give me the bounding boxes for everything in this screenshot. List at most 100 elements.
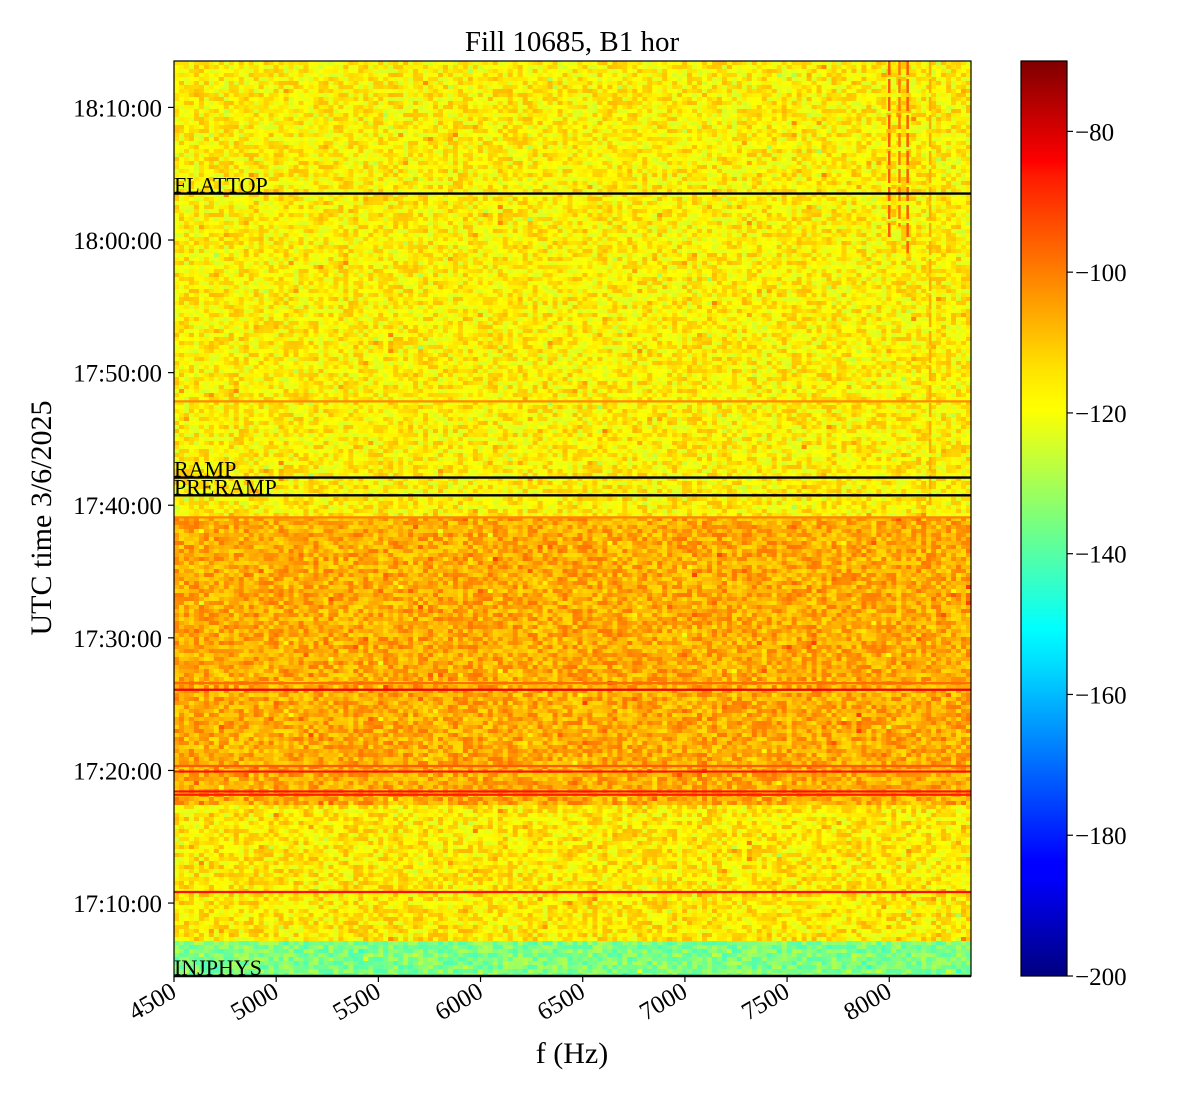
heatmap-cell [458,173,463,177]
heatmap-cell [323,181,328,185]
heatmap-cell [722,113,727,117]
heatmap-cell [956,117,961,121]
heatmap-cell [558,101,563,105]
heatmap-cell [398,81,403,85]
heatmap-cell [229,153,234,157]
heatmap-cell [946,61,951,65]
heatmap-cell [787,173,792,177]
heatmap-cell [174,137,179,141]
heatmap-cell [438,133,443,137]
heatmap-cell [827,77,832,81]
heatmap-cell [861,101,866,105]
heatmap-cell [597,85,602,89]
heatmap-cell [358,153,363,157]
heatmap-cell [767,97,772,101]
heatmap-cell [657,177,662,181]
heatmap-cell [737,101,742,105]
heatmap-cell [677,85,682,89]
heatmap-cell [234,73,239,77]
heatmap-cell [717,173,722,177]
heatmap-cell [617,141,622,145]
heatmap-cell [264,101,269,105]
heatmap-cell [174,157,179,161]
heatmap-cell [523,69,528,73]
heatmap-cell [338,117,343,121]
heatmap-cell [921,149,926,153]
heatmap-cell [941,165,946,169]
heatmap-cell [802,125,807,129]
heatmap-cell [413,69,418,73]
heatmap-cell [299,101,304,105]
heatmap-cell [802,61,807,65]
heatmap-cell [812,177,817,181]
heatmap-cell [722,61,727,65]
heatmap-cell [876,77,881,81]
heatmap-cell [637,153,642,157]
heatmap-cell [224,113,229,117]
heatmap-cell [901,177,906,181]
heatmap-cell [916,65,921,69]
heatmap-cell [503,105,508,109]
heatmap-cell [249,145,254,149]
heatmap-cell [752,85,757,89]
heatmap-cell [692,125,697,129]
heatmap-cell [612,141,617,145]
heatmap-cell [478,125,483,129]
heatmap-cell [582,101,587,105]
heatmap-cell [787,153,792,157]
heatmap-cell [752,93,757,97]
heatmap-cell [388,117,393,121]
heatmap-cell [712,101,717,105]
heatmap-cell [568,85,573,89]
heatmap-cell [219,69,224,73]
heatmap-cell [204,101,209,105]
heatmap-cell [697,133,702,137]
heatmap-cell [363,177,368,181]
heatmap-cell [488,173,493,177]
heatmap-cell [279,133,284,137]
heatmap-cell [448,141,453,145]
heatmap-cell [856,133,861,137]
heatmap-cell [568,109,573,113]
heatmap-cell [463,61,468,65]
heatmap-cell [259,105,264,109]
heatmap-cell [827,181,832,185]
heatmap-cell [627,105,632,109]
heatmap-cell [712,137,717,141]
heatmap-cell [702,61,707,65]
heatmap-cell [747,61,752,65]
heatmap-cell [961,69,966,73]
heatmap-cell [498,105,503,109]
heatmap-cell [259,97,264,101]
heatmap-cell [742,149,747,153]
heatmap-cell [304,73,309,77]
heatmap-cell [473,153,478,157]
heatmap-cell [418,177,423,181]
heatmap-cell [323,65,328,69]
heatmap-cell [891,157,896,161]
heatmap-cell [742,113,747,117]
heatmap-cell [433,93,438,97]
heatmap-cell [373,137,378,141]
heatmap-cell [647,81,652,85]
heatmap-cell [662,153,667,157]
heatmap-cell [393,61,398,65]
heatmap-cell [443,97,448,101]
heatmap-cell [498,129,503,133]
heatmap-cell [229,93,234,97]
heatmap-cell [742,93,747,97]
heatmap-cell [453,69,458,73]
heatmap-cell [318,65,323,69]
heatmap-cell [463,69,468,73]
heatmap-cell [538,121,543,125]
heatmap-cell [657,133,662,137]
heatmap-cell [503,141,508,145]
heatmap-cell [463,65,468,69]
heatmap-cell [463,85,468,89]
heatmap-cell [762,169,767,173]
heatmap-cell [503,169,508,173]
heatmap-cell [274,153,279,157]
heatmap-cell [752,65,757,69]
heatmap-cell [921,101,926,105]
heatmap-cell [448,153,453,157]
